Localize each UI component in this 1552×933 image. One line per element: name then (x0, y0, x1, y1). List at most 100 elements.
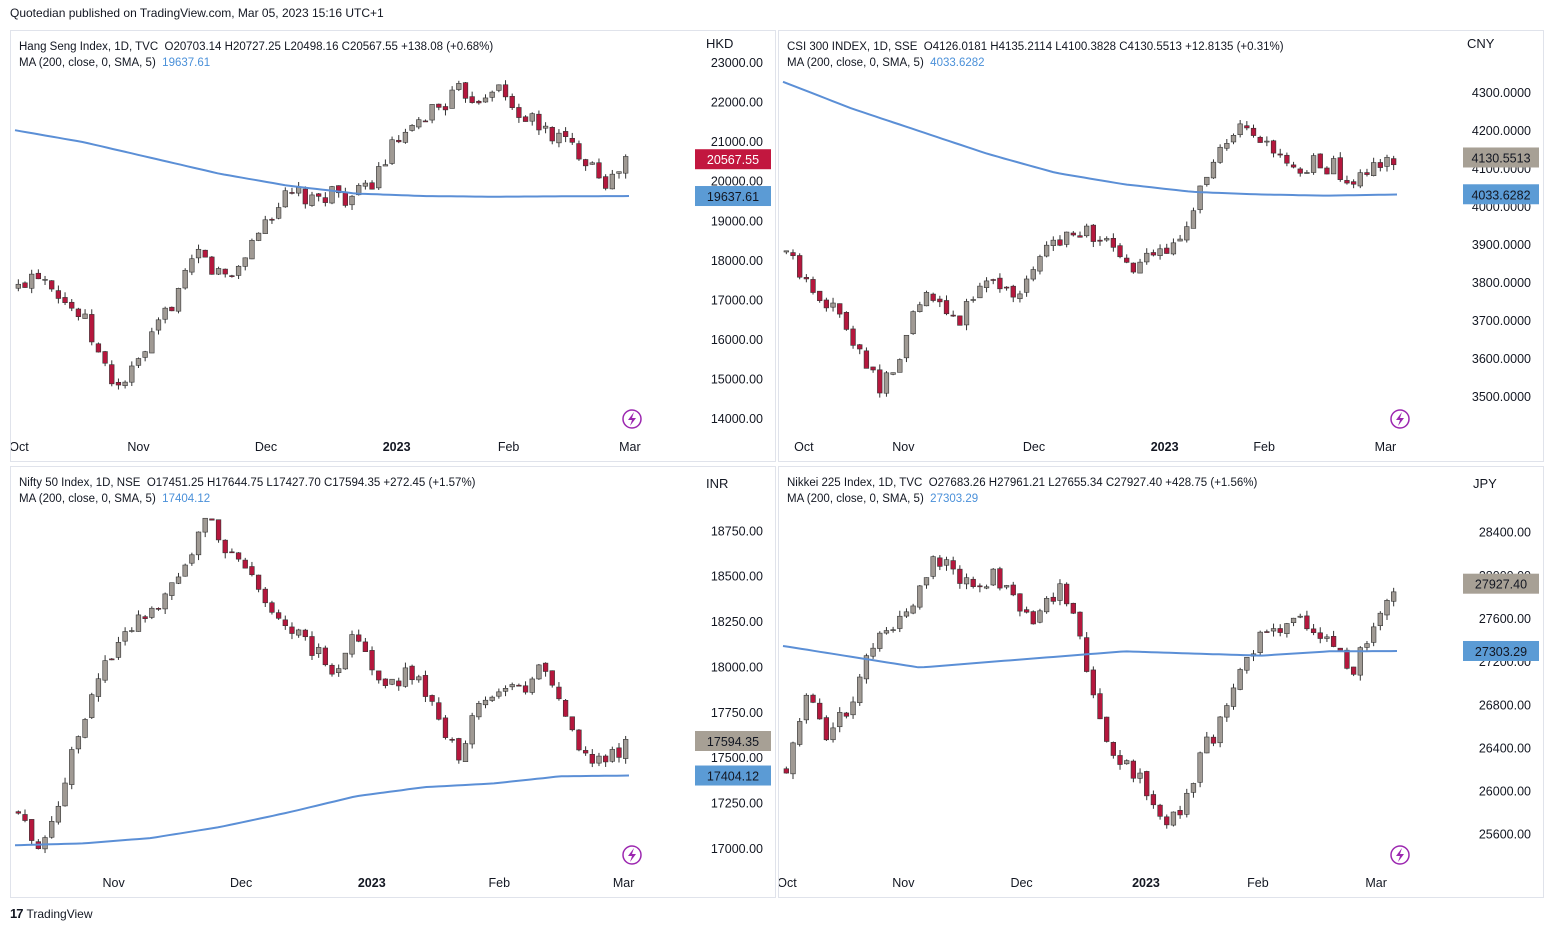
candle-up (469, 715, 475, 745)
candle-down (1003, 286, 1010, 289)
candle-down (422, 120, 429, 123)
chart-panel-hang-seng[interactable]: 23000.00 22000.00 21000.00 20000.00 19000.00… (10, 30, 776, 462)
candle-up (983, 586, 990, 589)
candle-up (830, 302, 836, 308)
lightning-bolt (1396, 848, 1404, 862)
candle-down (943, 300, 950, 315)
candle-down (997, 277, 1003, 290)
candle-up (1104, 238, 1110, 241)
candle-up (1371, 162, 1377, 176)
candle-down (502, 84, 509, 98)
candle-down (783, 768, 789, 774)
candle-up (255, 232, 262, 241)
candle-up (609, 173, 615, 190)
csi-300-plot[interactable]: 4300.00004200.00004100.00004000.00003900… (779, 31, 1543, 461)
candle-down (1337, 157, 1343, 180)
candle-down (1284, 154, 1290, 164)
lightning-icon[interactable] (622, 409, 642, 429)
moving-average-line (782, 645, 1398, 669)
chart-panel-nifty-50[interactable]: 18750.00 18500.00 18250.00 18000.00 17750.00… (10, 466, 776, 898)
x-tick-label: Mar (1375, 440, 1397, 454)
ma-label[interactable]: MA (200, close, 0, SMA, 5) (19, 57, 156, 69)
candle-down (1070, 232, 1076, 236)
y-tick-label: 17000.00 (711, 842, 763, 856)
ma-label[interactable]: MA (200, close, 0, SMA, 5) (787, 493, 924, 505)
candle-up (1043, 598, 1050, 613)
candle-up (262, 219, 268, 234)
candle-down (442, 106, 449, 111)
candle-down (1097, 239, 1103, 242)
candle-up (616, 171, 622, 174)
candle-up (1124, 760, 1130, 765)
candle-up (1364, 643, 1370, 648)
symbol-title[interactable]: Nifty 50 Index, 1D, NSE (19, 477, 141, 489)
candle-up (482, 97, 489, 103)
y-tick-label: 20000.00 (711, 175, 763, 189)
candle-down (302, 188, 308, 205)
lightning-icon[interactable] (1390, 845, 1410, 865)
candle-up (990, 568, 996, 586)
last-price-badge (695, 149, 771, 170)
candle-up (850, 701, 856, 716)
candle-up (182, 269, 188, 289)
y-tick-label: 26800.00 (1479, 698, 1531, 712)
x-tick-label: Oct (11, 440, 29, 454)
y-tick-label: 18250.00 (711, 615, 763, 629)
tradingview-footer[interactable]: 17 TradingView (10, 906, 93, 921)
chart-panel-csi-300[interactable]: 4300.0000 4200.0000 4100.0000 4000.0000 3900… (778, 30, 1544, 462)
candle-down (322, 197, 328, 203)
candle-down (1290, 164, 1297, 168)
candle-up (1037, 610, 1043, 623)
y-tick-label: 15000.00 (711, 373, 763, 387)
candle-down (209, 256, 215, 275)
candle-down (1324, 167, 1330, 175)
candle-down (790, 252, 796, 257)
candle-down (549, 670, 555, 686)
candle-up (830, 727, 836, 741)
candle-up (783, 250, 789, 253)
nifty-50-plot[interactable]: 18750.00 18500.00 18250.00 18000.00 17750.00… (11, 467, 775, 897)
ma-label[interactable]: MA (200, close, 0, SMA, 5) (19, 493, 156, 505)
candle-down (1097, 693, 1103, 720)
last-price-label: 4130.5513 (1471, 151, 1530, 165)
candle-up (502, 688, 509, 692)
nikkei-225-plot[interactable]: 28400.0028000.0027600.0027200.0026800.00… (779, 467, 1543, 897)
candle-up (877, 632, 883, 649)
candle-down (329, 664, 335, 675)
last-price-badge (1463, 147, 1539, 168)
x-tick-label: 2023 (1132, 876, 1160, 890)
y-tick-label: 3500.0000 (1472, 390, 1531, 404)
candle-up (1224, 143, 1230, 149)
currency-label: INR (706, 476, 729, 491)
lightning-icon[interactable] (1390, 409, 1410, 429)
lightning-icon[interactable] (622, 845, 642, 865)
candle-up (943, 559, 950, 566)
ma-price-badge (695, 765, 771, 786)
candle-down (289, 626, 295, 634)
ma-label[interactable]: MA (200, close, 0, SMA, 5) (787, 57, 924, 69)
candle-up (235, 265, 242, 276)
candle-up (1217, 716, 1223, 744)
candle-up (1137, 772, 1143, 779)
lightning-circle (622, 409, 642, 429)
candle-up (296, 187, 302, 194)
symbol-title[interactable]: Hang Seng Index, 1D, TVC (19, 41, 159, 53)
candle-up (1017, 293, 1023, 300)
candle-down (436, 103, 442, 108)
candle-down (1250, 127, 1257, 136)
ma-value: 27303.29 (930, 493, 979, 505)
candle-down (576, 143, 582, 160)
candle-up (883, 630, 890, 634)
x-tick-label: 2023 (358, 876, 386, 890)
hang-seng-plot[interactable]: 23000.00 22000.00 21000.00 20000.00 19000.00… (11, 31, 775, 461)
candle-up (983, 280, 990, 288)
chart-panel-nikkei-225[interactable]: 28400.0028000.0027600.0027200.0026800.00… (778, 466, 1544, 898)
candle-down (1070, 602, 1076, 614)
candle-down (275, 612, 282, 619)
candle-down (209, 518, 215, 521)
candle-down (522, 116, 529, 122)
candle-down (422, 675, 429, 697)
symbol-title[interactable]: CSI 300 INDEX, 1D, SSE (787, 41, 918, 53)
symbol-title[interactable]: Nikkei 225 Index, 1D, TVC (787, 477, 923, 489)
candle-down (997, 568, 1003, 589)
